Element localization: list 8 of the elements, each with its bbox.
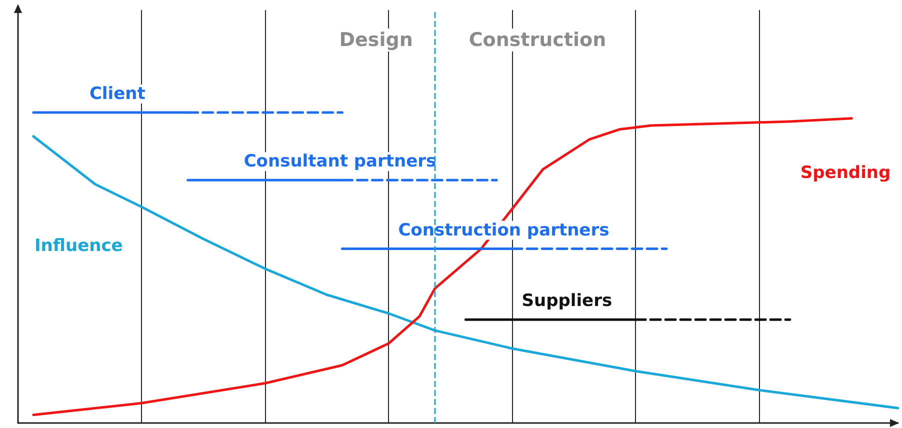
series-label: Construction partners — [398, 220, 610, 240]
series-label: Client — [89, 84, 146, 104]
text: Spending — [800, 162, 891, 183]
text: Influence — [34, 236, 123, 256]
text: Construction — [468, 29, 606, 51]
series-label: Suppliers — [522, 291, 612, 312]
text: Design — [339, 29, 413, 51]
series-label: Consultant partners — [244, 152, 436, 172]
